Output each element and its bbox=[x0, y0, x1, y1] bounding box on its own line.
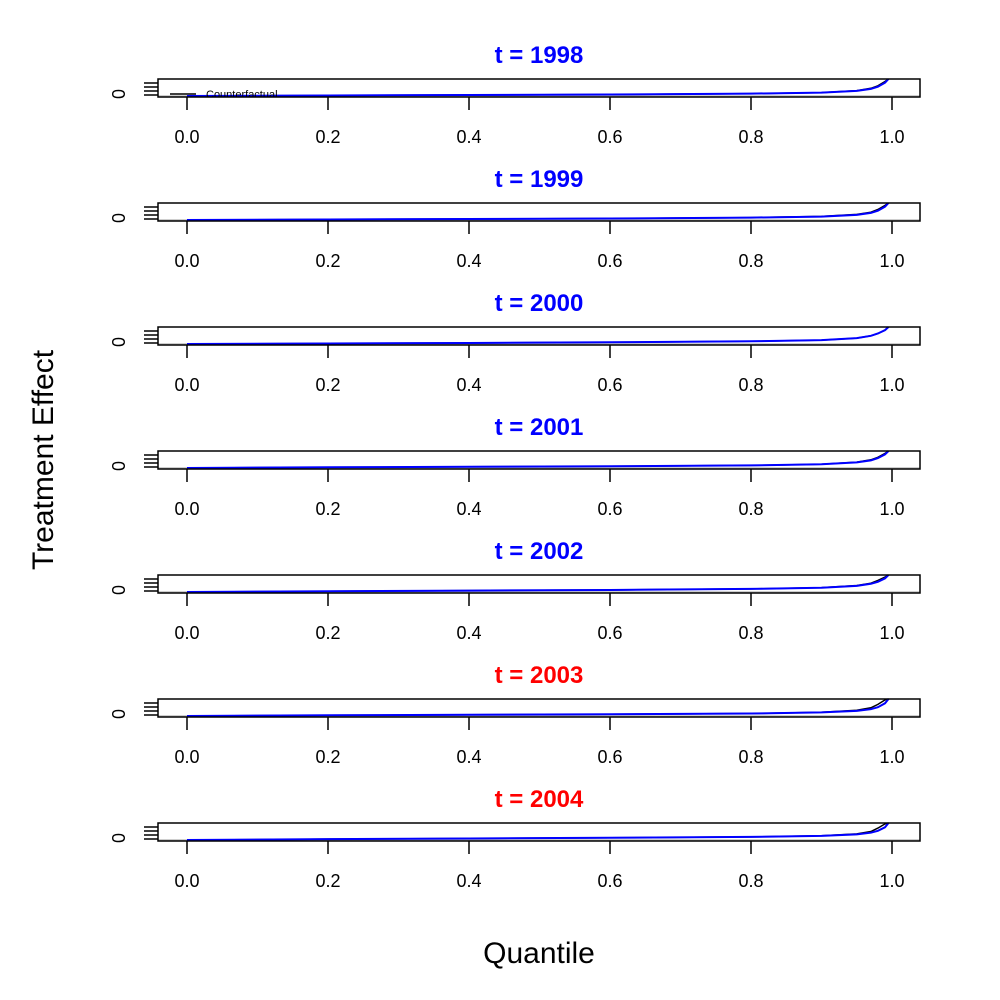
x-tick-label: 0.8 bbox=[738, 747, 763, 767]
x-tick-label: 0.2 bbox=[315, 747, 340, 767]
y-tick-label: 0 bbox=[109, 585, 129, 595]
panel-2000: t = 2000 0 0.0 0.2 0.4 0.6 0.8 1.0 bbox=[109, 290, 921, 395]
y-tick-label: 0 bbox=[109, 461, 129, 471]
x-tick-label: 0.0 bbox=[174, 499, 199, 519]
y-tick-label: 0 bbox=[109, 833, 129, 843]
panels-group: t = 1998 0 Counterfactual 0.0 0.2 0.4 0.6 0.8 1.… bbox=[109, 42, 921, 891]
x-tick-label: 0.4 bbox=[456, 623, 481, 643]
x-tick-label: 1.0 bbox=[879, 623, 904, 643]
y-tick-label: 0 bbox=[109, 89, 129, 99]
panel-2003: t = 2003 0 0.0 0.2 0.4 0.6 0.8 1.0 bbox=[109, 662, 921, 767]
panel-1999: t = 1999 0 0.0 0.2 0.4 0.6 0.8 1.0 bbox=[109, 166, 921, 271]
series-line-blue bbox=[186, 202, 890, 221]
x-tick-label: 0.8 bbox=[738, 871, 763, 891]
x-tick-label: 0.4 bbox=[456, 871, 481, 891]
x-tick-label: 0.4 bbox=[456, 747, 481, 767]
x-tick-label: 0.0 bbox=[174, 871, 199, 891]
x-tick-label: 0.0 bbox=[174, 375, 199, 395]
x-tick-label: 0.6 bbox=[597, 623, 622, 643]
x-tick-label: 0.8 bbox=[738, 623, 763, 643]
series-line-blue bbox=[186, 574, 890, 593]
panel-frame bbox=[157, 822, 921, 842]
legend-label: Counterfactual bbox=[206, 89, 278, 101]
series-line-blue bbox=[186, 450, 890, 469]
y-tick-label: 0 bbox=[109, 337, 129, 347]
x-tick-label: 0.0 bbox=[174, 127, 199, 147]
x-tick-label: 0.4 bbox=[456, 499, 481, 519]
legend: Counterfactual bbox=[170, 89, 278, 101]
x-tick-label: 0.4 bbox=[456, 375, 481, 395]
y-tick-label: 0 bbox=[109, 709, 129, 719]
x-tick-label: 0.2 bbox=[315, 127, 340, 147]
x-tick-label: 0.2 bbox=[315, 375, 340, 395]
x-tick-label: 1.0 bbox=[879, 871, 904, 891]
x-tick-label: 0.4 bbox=[456, 251, 481, 271]
panel-frame bbox=[157, 202, 921, 222]
panel-frame bbox=[157, 78, 921, 98]
panel-title: t = 2003 bbox=[495, 662, 584, 689]
x-tick-label: 0.8 bbox=[738, 251, 763, 271]
x-axis-label: Quantile bbox=[483, 937, 595, 970]
panel-frame bbox=[157, 450, 921, 470]
panel-2002: t = 2002 0 0.0 0.2 0.4 0.6 0.8 1.0 bbox=[109, 538, 921, 643]
x-tick-label: 1.0 bbox=[879, 747, 904, 767]
series-line-blue bbox=[186, 822, 890, 841]
panel-title: t = 2002 bbox=[495, 538, 584, 565]
x-tick-label: 0.6 bbox=[597, 747, 622, 767]
x-tick-label: 0.8 bbox=[738, 499, 763, 519]
series-line-blue bbox=[186, 698, 890, 717]
x-tick-label: 0.2 bbox=[315, 499, 340, 519]
x-tick-label: 1.0 bbox=[879, 375, 904, 395]
panel-title: t = 2004 bbox=[495, 786, 584, 813]
panel-frame bbox=[157, 326, 921, 346]
x-tick-label: 0.6 bbox=[597, 499, 622, 519]
x-tick-label: 0.0 bbox=[174, 251, 199, 271]
x-tick-label: 1.0 bbox=[879, 499, 904, 519]
x-tick-label: 0.8 bbox=[738, 375, 763, 395]
x-tick-label: 0.0 bbox=[174, 623, 199, 643]
x-tick-label: 0.6 bbox=[597, 871, 622, 891]
panel-2004: t = 2004 0 0.0 0.2 0.4 0.6 0.8 1.0 bbox=[109, 786, 921, 891]
y-tick-label: 0 bbox=[109, 213, 129, 223]
panel-title: t = 2001 bbox=[495, 414, 584, 441]
y-axis-label: Treatment Effect bbox=[27, 349, 60, 570]
panel-frame bbox=[157, 574, 921, 594]
panel-1998: t = 1998 0 Counterfactual 0.0 0.2 0.4 0.6 0.8 1.… bbox=[109, 42, 921, 147]
x-tick-label: 0.2 bbox=[315, 251, 340, 271]
panel-frame bbox=[157, 698, 921, 718]
panel-title: t = 1998 bbox=[495, 42, 584, 69]
x-tick-label: 0.6 bbox=[597, 127, 622, 147]
x-tick-label: 1.0 bbox=[879, 127, 904, 147]
x-tick-label: 0.2 bbox=[315, 871, 340, 891]
x-tick-label: 0.0 bbox=[174, 747, 199, 767]
panel-title: t = 1999 bbox=[495, 166, 584, 193]
x-tick-label: 0.2 bbox=[315, 623, 340, 643]
x-tick-label: 0.6 bbox=[597, 251, 622, 271]
series-line-blue bbox=[186, 78, 890, 97]
series-line-blue bbox=[186, 326, 890, 345]
x-tick-label: 0.6 bbox=[597, 375, 622, 395]
x-tick-label: 1.0 bbox=[879, 251, 904, 271]
x-tick-label: 0.8 bbox=[738, 127, 763, 147]
panel-title: t = 2000 bbox=[495, 290, 584, 317]
x-tick-label: 0.4 bbox=[456, 127, 481, 147]
panel-2001: t = 2001 0 0.0 0.2 0.4 0.6 0.8 1.0 bbox=[109, 414, 921, 519]
